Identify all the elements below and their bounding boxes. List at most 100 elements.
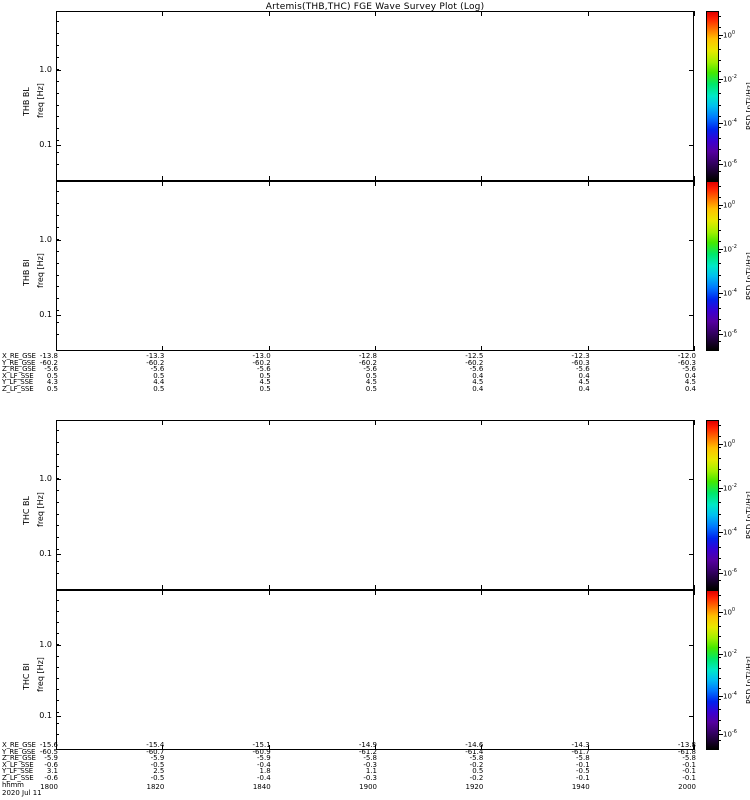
ephemeris-row-label: Y_RE_GSE <box>2 358 36 367</box>
y-minor-tick <box>56 92 59 94</box>
colorbar-tick-label: 100 <box>723 607 735 616</box>
x-tick <box>694 181 695 186</box>
colorbar-minor-tick <box>719 296 721 298</box>
y-minor-tick <box>56 454 59 455</box>
colorbar-minor-tick <box>719 197 721 199</box>
ephemeris-value: -0.3 <box>363 760 377 769</box>
y-minor-tick <box>56 430 59 432</box>
colorbar-minor-tick <box>719 252 721 254</box>
ephemeris-value: 2.5 <box>153 767 165 776</box>
colorbar-tick <box>719 249 723 250</box>
ephemeris-value: -5.8 <box>575 754 590 763</box>
colorbar-minor-tick <box>719 307 721 309</box>
ephemeris-value: -61.8 <box>677 747 696 756</box>
y-minor-tick <box>56 274 59 276</box>
colorbar-exponent: -4 <box>731 118 737 125</box>
colorbar-tick <box>719 293 723 295</box>
x-tick <box>162 590 164 595</box>
colorbar-exponent: -6 <box>731 159 737 165</box>
colorbar-label-3: PSD [nT²/Hz] <box>745 656 750 704</box>
colorbar-base: 10 <box>723 730 732 739</box>
colorbar-minor-tick <box>719 186 721 188</box>
time-tick-label: 1820 <box>146 782 165 791</box>
ephemeris-row-label: Y_LF_SSE <box>2 767 33 776</box>
colorbar-tick-label: 100 <box>723 439 735 448</box>
x-tick <box>481 11 483 16</box>
ephemeris-value: -5.6 <box>469 365 484 374</box>
colorbar-minor-tick <box>719 709 721 711</box>
y-minor-tick <box>56 334 59 335</box>
ephemeris-value: -15.4 <box>146 741 165 749</box>
colorbar-minor-tick <box>719 678 721 679</box>
colorbar-tick <box>719 164 723 165</box>
ephemeris-value: -5.8 <box>682 754 696 763</box>
x-tick <box>694 590 695 595</box>
ephemeris-value: 4.5 <box>365 378 377 387</box>
colorbar-tick <box>719 573 723 574</box>
colorbar-label-1: PSD [nT²/Hz] <box>745 252 750 300</box>
y-tick-label: 0.1 <box>39 549 52 559</box>
spectrogram-panel-thb-bl <box>56 11 694 181</box>
colorbar-minor-tick <box>719 82 721 84</box>
ephemeris-value: 0.4 <box>578 385 590 393</box>
colorbar-exponent: -4 <box>731 690 737 697</box>
ephemeris-value: -5.6 <box>682 365 696 374</box>
ephemeris-value: -0.3 <box>363 774 377 782</box>
ephemeris-value: -0.4 <box>256 774 271 782</box>
y-minor-tick <box>56 734 59 735</box>
ephemeris-row-label: X_RE_GSE <box>2 352 36 360</box>
x-tick <box>694 176 695 181</box>
colorbar-minor-tick <box>719 730 721 731</box>
x-tick <box>375 346 376 351</box>
colorbar-2 <box>706 420 719 590</box>
y-tick <box>56 69 61 71</box>
y-tick <box>56 315 61 317</box>
ephemeris-value: 0.4 <box>472 385 484 393</box>
colorbar-exponent: -2 <box>731 649 737 655</box>
colorbar-minor-tick <box>719 71 721 73</box>
ephemeris-value: -12.5 <box>465 352 484 360</box>
x-tick <box>375 745 376 750</box>
x-tick <box>587 11 589 16</box>
x-tick <box>587 181 589 186</box>
y-tick-label: 0.1 <box>39 140 52 150</box>
ephemeris-value: -60.7 <box>146 747 165 756</box>
ephemeris-value: -60.2 <box>252 358 271 367</box>
colorbar-minor-tick <box>719 719 721 721</box>
ephemeris-value: -0.5 <box>150 774 165 782</box>
ephemeris-value: -12.0 <box>677 352 696 360</box>
x-tick <box>56 590 57 595</box>
ephemeris-value: -0.1 <box>575 774 590 782</box>
y-minor-tick <box>56 501 59 503</box>
ephemeris-value: -15.1 <box>252 741 271 749</box>
ephemeris-row-label: Z_RE_GSE <box>2 365 36 374</box>
colorbar-minor-tick <box>719 230 721 232</box>
colorbar-tick-label: 10-6 <box>723 329 737 338</box>
y-tick <box>56 239 61 241</box>
colorbar-tick <box>719 443 723 445</box>
colorbar-base: 10 <box>723 440 732 449</box>
colorbar-tick <box>719 654 723 655</box>
x-tick <box>268 585 270 590</box>
y-minor-tick <box>56 722 59 724</box>
x-tick <box>375 176 376 181</box>
ephemeris-value: -13.3 <box>146 352 165 360</box>
y-minor-tick <box>56 286 59 288</box>
ephemeris-row-label: Z_RE_GSE <box>2 754 36 763</box>
colorbar-minor-tick <box>719 219 721 221</box>
colorbar-minor-tick <box>719 740 721 742</box>
colorbar-base: 10 <box>723 650 732 659</box>
y-minor-tick <box>56 215 59 216</box>
ephemeris-value: 3.1 <box>46 767 58 776</box>
colorbar-exponent: -4 <box>731 527 737 534</box>
y-tick <box>56 554 61 556</box>
colorbar-minor-tick <box>719 425 721 427</box>
y-minor-tick <box>56 68 59 70</box>
colorbar-minor-tick <box>719 208 721 210</box>
x-tick <box>587 745 589 750</box>
colorbar-tick-label: 10-2 <box>723 649 737 658</box>
y-minor-tick <box>56 226 59 228</box>
colorbar-tick-label: 100 <box>723 30 735 39</box>
colorbar-base: 10 <box>723 119 732 128</box>
ephemeris-value: -5.6 <box>575 365 590 374</box>
